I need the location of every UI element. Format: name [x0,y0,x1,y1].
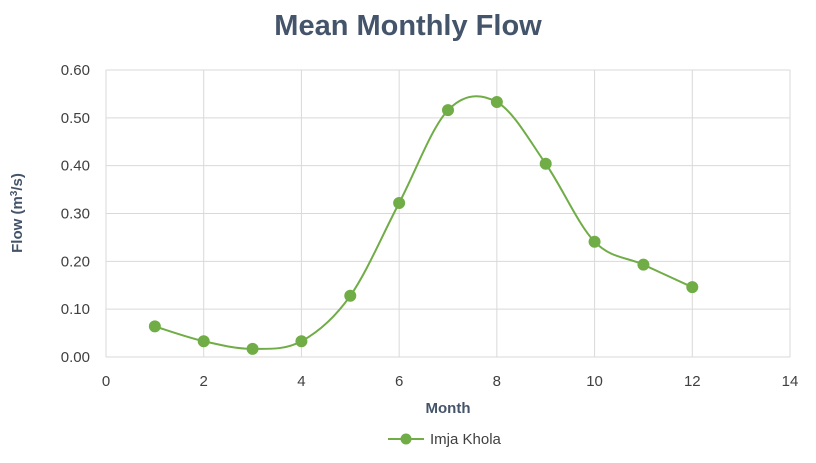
x-tick-label: 10 [586,373,603,390]
x-tick-label: 6 [395,373,403,390]
data-point [393,196,406,209]
y-tick-label: 0.10 [61,301,90,318]
y-tick-label: 0.20 [61,253,90,270]
legend-label: Imja Khola [430,431,502,448]
data-point [295,335,308,348]
x-axis-title: Month [426,400,471,417]
x-tick-label: 8 [493,373,501,390]
x-axis-ticks: 0 2 4 6 8 10 12 14 [102,373,799,390]
data-point [637,258,650,271]
data-point [148,320,161,333]
series-layer [148,95,699,355]
legend-marker-swatch [400,433,412,445]
data-point [539,157,552,170]
y-tick-label: 0.30 [61,206,90,223]
data-point [490,96,503,109]
y-tick-label: 0.50 [61,110,90,127]
x-tick-label: 4 [297,373,305,390]
y-axis-title-tail: /s) [9,173,26,191]
y-axis-ticks: 0.00 0.10 0.20 0.30 0.40 0.50 0.60 [61,62,90,366]
x-tick-label: 12 [684,373,701,390]
series-line [154,95,693,350]
legend: Imja Khola [388,431,502,448]
y-axis-title: Flow (m3/s) [9,173,26,253]
y-tick-label: 0.00 [61,349,90,366]
grid-lines [105,69,791,358]
data-point [588,235,601,248]
y-axis-title-superscript: 3 [9,190,20,196]
x-tick-label: 14 [782,373,799,390]
data-point [246,342,259,355]
data-point [344,289,357,302]
data-point [686,281,699,294]
x-tick-label: 0 [102,373,110,390]
y-tick-label: 0.40 [61,158,90,175]
chart-title: Mean Monthly Flow [274,10,542,42]
y-tick-label: 0.60 [61,62,90,79]
x-tick-label: 2 [200,373,208,390]
data-point [442,104,454,117]
y-axis-title-main: Flow (m [9,196,26,253]
data-point [197,335,210,348]
